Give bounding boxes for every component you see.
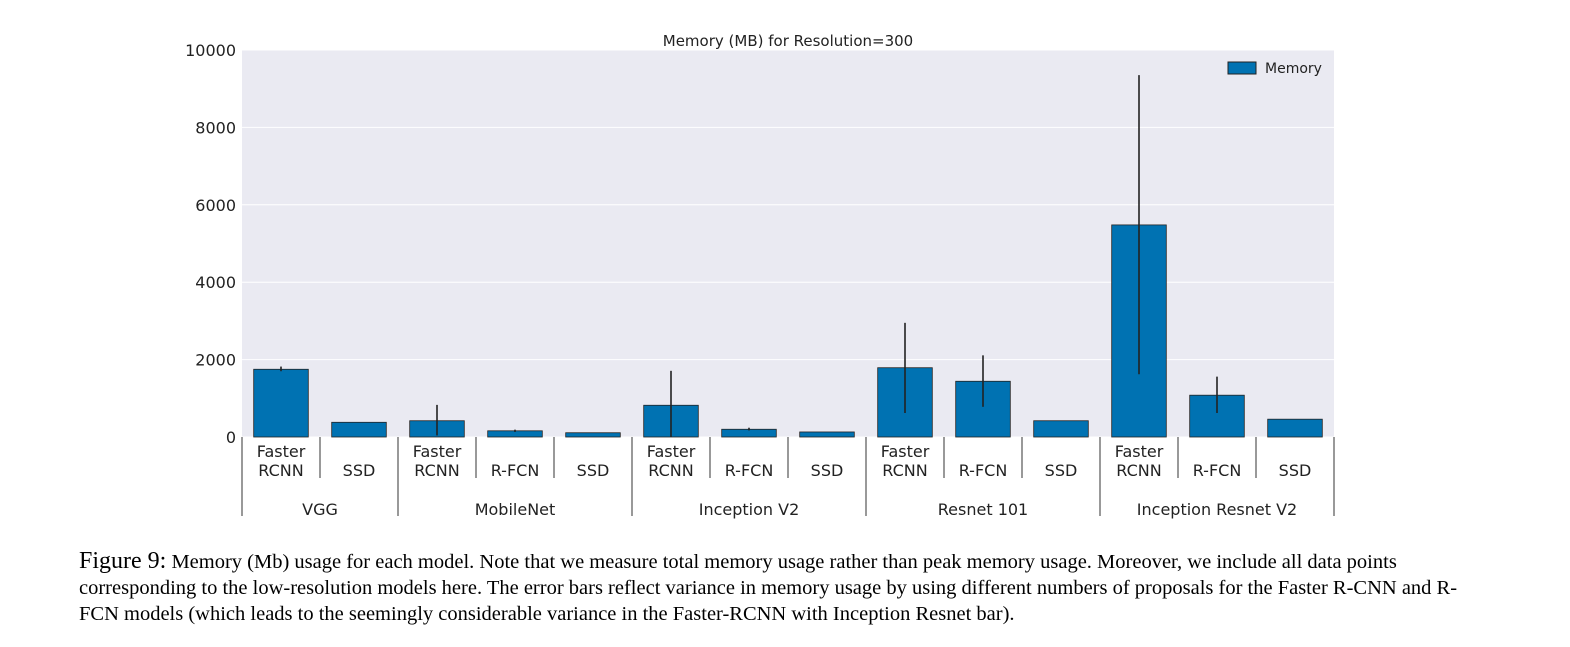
error-bars [280, 75, 1218, 437]
x-tick-label: SSD [343, 461, 376, 480]
group-label: VGG [302, 500, 338, 519]
legend-swatch [1227, 61, 1257, 75]
bar [253, 368, 309, 438]
group-label: Resnet 101 [938, 500, 1028, 519]
x-tick-label: R-FCN [959, 461, 1008, 480]
y-tick-label: 10000 [185, 41, 236, 60]
x-tick-label: SSD [811, 461, 844, 480]
group-label: MobileNet [475, 500, 556, 519]
x-tick-label: SSD [577, 461, 610, 480]
x-tick-label: SSD [1279, 461, 1312, 480]
bar [331, 421, 387, 438]
y-tick-label: 8000 [195, 118, 236, 137]
x-tick-label: RCNN [1116, 461, 1161, 480]
x-tick-label: R-FCN [725, 461, 774, 480]
group-label: Inception Resnet V2 [1137, 500, 1297, 519]
x-tick-label: RCNN [258, 461, 303, 480]
chart-title: Memory (MB) for Resolution=300 [663, 32, 913, 50]
y-tick-label: 4000 [195, 273, 236, 292]
x-tick-label: Faster [413, 442, 462, 461]
x-tick-label: Faster [647, 442, 696, 461]
legend: Memory [1227, 61, 1322, 77]
y-axis: 0 2000 4000 6000 8000 10000 [185, 41, 236, 447]
y-tick-label: 6000 [195, 196, 236, 215]
group-label: Inception V2 [699, 500, 800, 519]
x-tick-label: R-FCN [1193, 461, 1242, 480]
x-tick-label: Faster [881, 442, 930, 461]
x-tick-label: R-FCN [491, 461, 540, 480]
bar [799, 431, 855, 438]
plot-background [242, 50, 1334, 437]
bar [565, 432, 621, 438]
x-tick-label: Faster [1115, 442, 1164, 461]
bar [1033, 420, 1089, 438]
x-tick-label: RCNN [648, 461, 693, 480]
legend-label: Memory [1265, 61, 1322, 77]
bar [1267, 418, 1323, 438]
y-tick-label: 2000 [195, 351, 236, 370]
x-tick-label: RCNN [882, 461, 927, 480]
figure-number: Figure 9: [79, 548, 167, 574]
caption-text: Memory (Mb) usage for each model. Note t… [79, 551, 1458, 625]
bar [721, 428, 777, 438]
figure-caption: Figure 9: Memory (Mb) usage for each mod… [79, 548, 1459, 627]
x-tick-label: SSD [1045, 461, 1078, 480]
x-tick-label: Faster [257, 442, 306, 461]
y-tick-label: 0 [226, 428, 236, 447]
x-tick-label: RCNN [414, 461, 459, 480]
